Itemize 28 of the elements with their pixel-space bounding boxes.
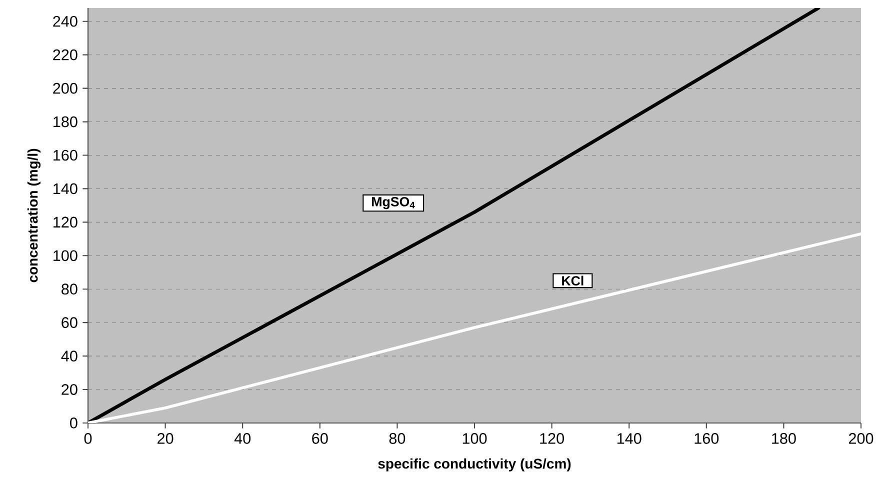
y-tick-label: 60 (62, 317, 78, 328)
x-tick-label: 0 (84, 433, 92, 444)
y-tick-label: 120 (54, 216, 78, 228)
x-axis-title: specific conductivity (uS/cm) (378, 458, 571, 472)
y-tick-label: 160 (54, 150, 78, 161)
x-tick-label: 60 (312, 433, 328, 444)
y-tick-label: 20 (62, 384, 78, 395)
x-tick-label: 40 (234, 433, 251, 444)
y-tick-label: 140 (54, 183, 78, 194)
y-axis-title: concentration (mg/l) (27, 148, 41, 282)
text: MgSO$_{4}$ (372, 196, 415, 210)
y-tick-label: 180 (54, 116, 78, 128)
x-tick-label: 80 (389, 433, 406, 444)
y-tick-label: 240 (53, 16, 78, 27)
x-tick-label: 100 (462, 433, 487, 444)
y-tick-label: 0 (70, 418, 78, 428)
y-tick-label: 220 (53, 49, 78, 60)
x-tick-label: 120 (540, 433, 564, 444)
y-tick-label: 100 (54, 250, 78, 262)
y-tick-label: 40 (61, 350, 78, 362)
x-tick-label: 20 (158, 433, 174, 444)
y-tick-label: 80 (62, 284, 78, 295)
series-label: KCl (562, 276, 584, 286)
x-tick-label: 140 (617, 433, 642, 444)
x-tick-label: 200 (848, 433, 874, 444)
y-tick-label: 200 (53, 82, 78, 94)
x-tick-label: 160 (694, 433, 719, 444)
x-tick-label: 180 (772, 433, 796, 444)
